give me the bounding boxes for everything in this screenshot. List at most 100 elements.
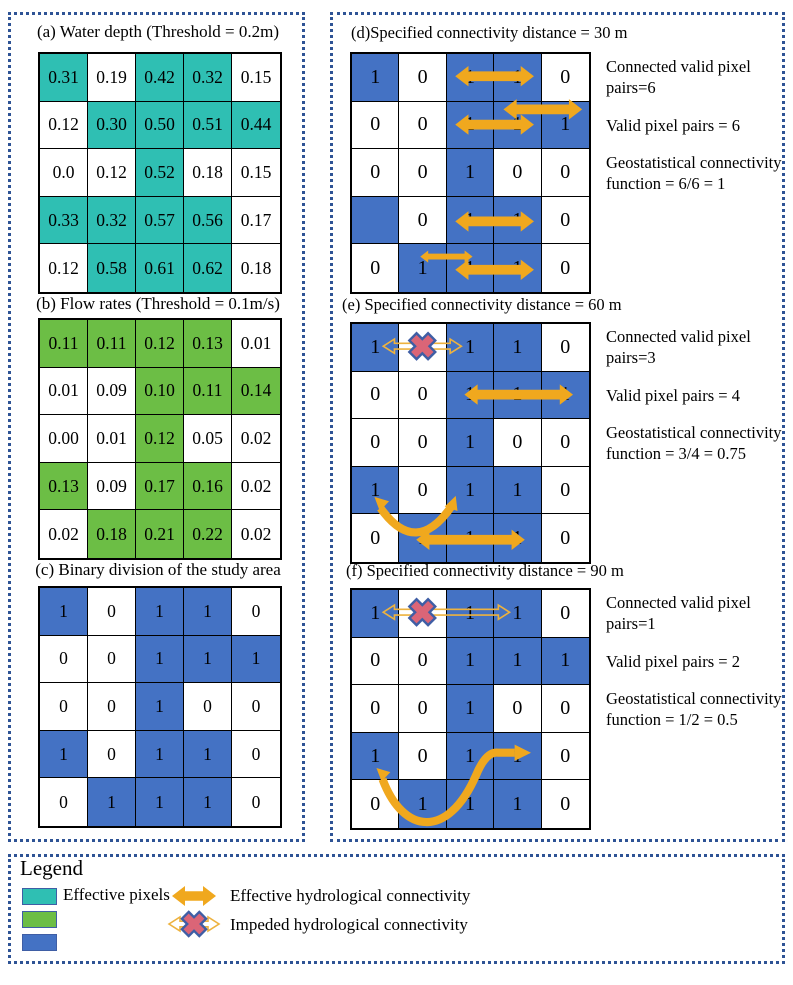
grid-cell: 0.13 bbox=[40, 462, 88, 511]
grid-cell bbox=[399, 324, 447, 372]
annotation-text: Geostatistical connectivity function = 6/… bbox=[606, 153, 782, 194]
grid-cell: 0.17 bbox=[136, 462, 184, 511]
grid-cell: 0 bbox=[541, 196, 589, 245]
grid-cell: 1 bbox=[136, 778, 184, 826]
grid-cell: 0.17 bbox=[232, 196, 280, 245]
grid-cell: 1 bbox=[446, 324, 495, 372]
grid-cell: 0.16 bbox=[184, 462, 232, 511]
grid-cell: 0.02 bbox=[232, 462, 280, 511]
grid-cell: 1 bbox=[541, 371, 589, 420]
grid-cell: 0.01 bbox=[40, 367, 88, 416]
grid-cell: 1 bbox=[352, 590, 400, 638]
grid-cell: 0 bbox=[352, 149, 400, 197]
grid-cell: 1 bbox=[352, 54, 400, 102]
grid-cell: 0 bbox=[541, 54, 589, 102]
grid-cell: 0 bbox=[88, 635, 136, 684]
grid-cell: 1 bbox=[232, 635, 280, 684]
grid-cell: 0 bbox=[352, 244, 400, 292]
grid-cell: 0.21 bbox=[136, 510, 184, 558]
grid-cell: 0 bbox=[399, 371, 447, 420]
grid-cell: 1 bbox=[184, 588, 232, 636]
grid-cell: 1 bbox=[446, 244, 495, 292]
grid-cell bbox=[399, 590, 447, 638]
grid-cell: 0 bbox=[541, 685, 589, 733]
grid-cell: 0.31 bbox=[40, 54, 88, 102]
annotation-text: Connected valid pixel pairs=3 bbox=[606, 327, 751, 367]
grid-cell: 0 bbox=[541, 732, 589, 781]
grid-cell: 0 bbox=[88, 730, 136, 779]
grid-cell: 0 bbox=[399, 732, 447, 781]
panel-a-title: (a) Water depth (Threshold = 0.2m) bbox=[36, 22, 280, 41]
water-depth-grid: 0.31 0.19 0.42 0.32 0.15 0.12 0.30 0.50 0.51 0.44… bbox=[38, 52, 282, 294]
grid-cell: 0 bbox=[352, 637, 400, 686]
grid-cell: 0.15 bbox=[232, 149, 280, 197]
legend-label-effective-connectivity: Effective hydrological connectivity bbox=[230, 886, 471, 905]
grid-cell: 0 bbox=[399, 196, 447, 245]
panel-d-title: (d)Specified connectivity distance = 30 … bbox=[351, 23, 628, 42]
panel-c-title: (c) Binary division of the study area bbox=[35, 560, 281, 579]
grid-cell: 1 bbox=[446, 149, 495, 197]
grid-cell: 1 bbox=[494, 590, 542, 638]
grid-cell: 0.57 bbox=[136, 196, 184, 245]
grid-cell: 1 bbox=[40, 730, 88, 779]
grid-cell: 0 bbox=[40, 635, 88, 684]
left-panel-border bbox=[8, 12, 305, 842]
grid-cell: 1 bbox=[494, 244, 542, 292]
grid-cell: 1 bbox=[494, 466, 542, 515]
grid-cell: 0.18 bbox=[232, 244, 280, 292]
legend-title: Legend bbox=[20, 856, 83, 880]
flow-rates-grid: 0.11 0.11 0.12 0.13 0.01 0.01 0.09 0.10 0.11 0.14… bbox=[38, 318, 282, 560]
grid-cell: 1 bbox=[541, 637, 589, 686]
annotation-text: Connected valid pixel pairs=6 bbox=[606, 57, 751, 97]
annotation-text: Valid pixel pairs = 6 bbox=[606, 115, 740, 135]
grid-cell: 0.00 bbox=[40, 415, 88, 463]
grid-cell: 0 bbox=[541, 244, 589, 292]
grid-cell: 1 bbox=[446, 732, 495, 781]
grid-cell: 1 bbox=[88, 778, 136, 826]
grid-cell: 1 bbox=[184, 635, 232, 684]
grid-cell: 0.12 bbox=[40, 244, 88, 292]
grid-cell: 0 bbox=[494, 685, 542, 733]
grid-cell: 1 bbox=[494, 196, 542, 245]
grid-cell: 0.11 bbox=[40, 320, 88, 368]
grid-cell: 0.01 bbox=[88, 415, 136, 463]
grid-cell: 0.58 bbox=[88, 244, 136, 292]
grid-cell: 1 bbox=[446, 371, 495, 420]
grid-cell: 1 bbox=[40, 588, 88, 636]
grid-cell: 1 bbox=[136, 588, 184, 636]
grid-cell: 0.32 bbox=[184, 54, 232, 102]
annotation-text: Valid pixel pairs = 2 bbox=[606, 651, 740, 671]
grid-cell: 1 bbox=[136, 635, 184, 684]
legend-swatch-flow-rates bbox=[22, 911, 57, 928]
grid-cell: 0.11 bbox=[88, 320, 136, 368]
grid-cell: 0.18 bbox=[184, 149, 232, 197]
grid-cell: 1 bbox=[184, 730, 232, 779]
grid-cell: 0 bbox=[541, 780, 589, 828]
right-panel-border bbox=[330, 12, 785, 842]
grid-cell: 0.61 bbox=[136, 244, 184, 292]
grid-cell: 1 bbox=[352, 732, 400, 781]
grid-cell bbox=[352, 196, 400, 245]
grid-cell: 0 bbox=[184, 683, 232, 731]
grid-cell: 1 bbox=[446, 780, 495, 828]
grid-cell: 0.51 bbox=[184, 101, 232, 150]
grid-cell: 1 bbox=[446, 637, 495, 686]
grid-cell: 0.14 bbox=[232, 367, 280, 416]
legend-swatch-binary bbox=[22, 934, 57, 951]
grid-cell: 0.12 bbox=[88, 149, 136, 197]
grid-cell: 0.12 bbox=[40, 101, 88, 150]
grid-cell: 0.02 bbox=[40, 510, 88, 558]
grid-cell: 0 bbox=[494, 149, 542, 197]
grid-cell: 0 bbox=[352, 371, 400, 420]
grid-cell: 0.62 bbox=[184, 244, 232, 292]
grid-cell: 0 bbox=[541, 514, 589, 562]
grid-cell: 0 bbox=[399, 419, 447, 467]
grid-cell: 1 bbox=[136, 730, 184, 779]
grid-cell: 0.02 bbox=[232, 510, 280, 558]
grid-cell: 0 bbox=[399, 637, 447, 686]
grid-cell: 0 bbox=[541, 324, 589, 372]
grid-cell: 0 bbox=[541, 466, 589, 515]
panel-b-title: (b) Flow rates (Threshold = 0.1m/s) bbox=[36, 294, 280, 313]
grid-cell: 0 bbox=[399, 466, 447, 515]
